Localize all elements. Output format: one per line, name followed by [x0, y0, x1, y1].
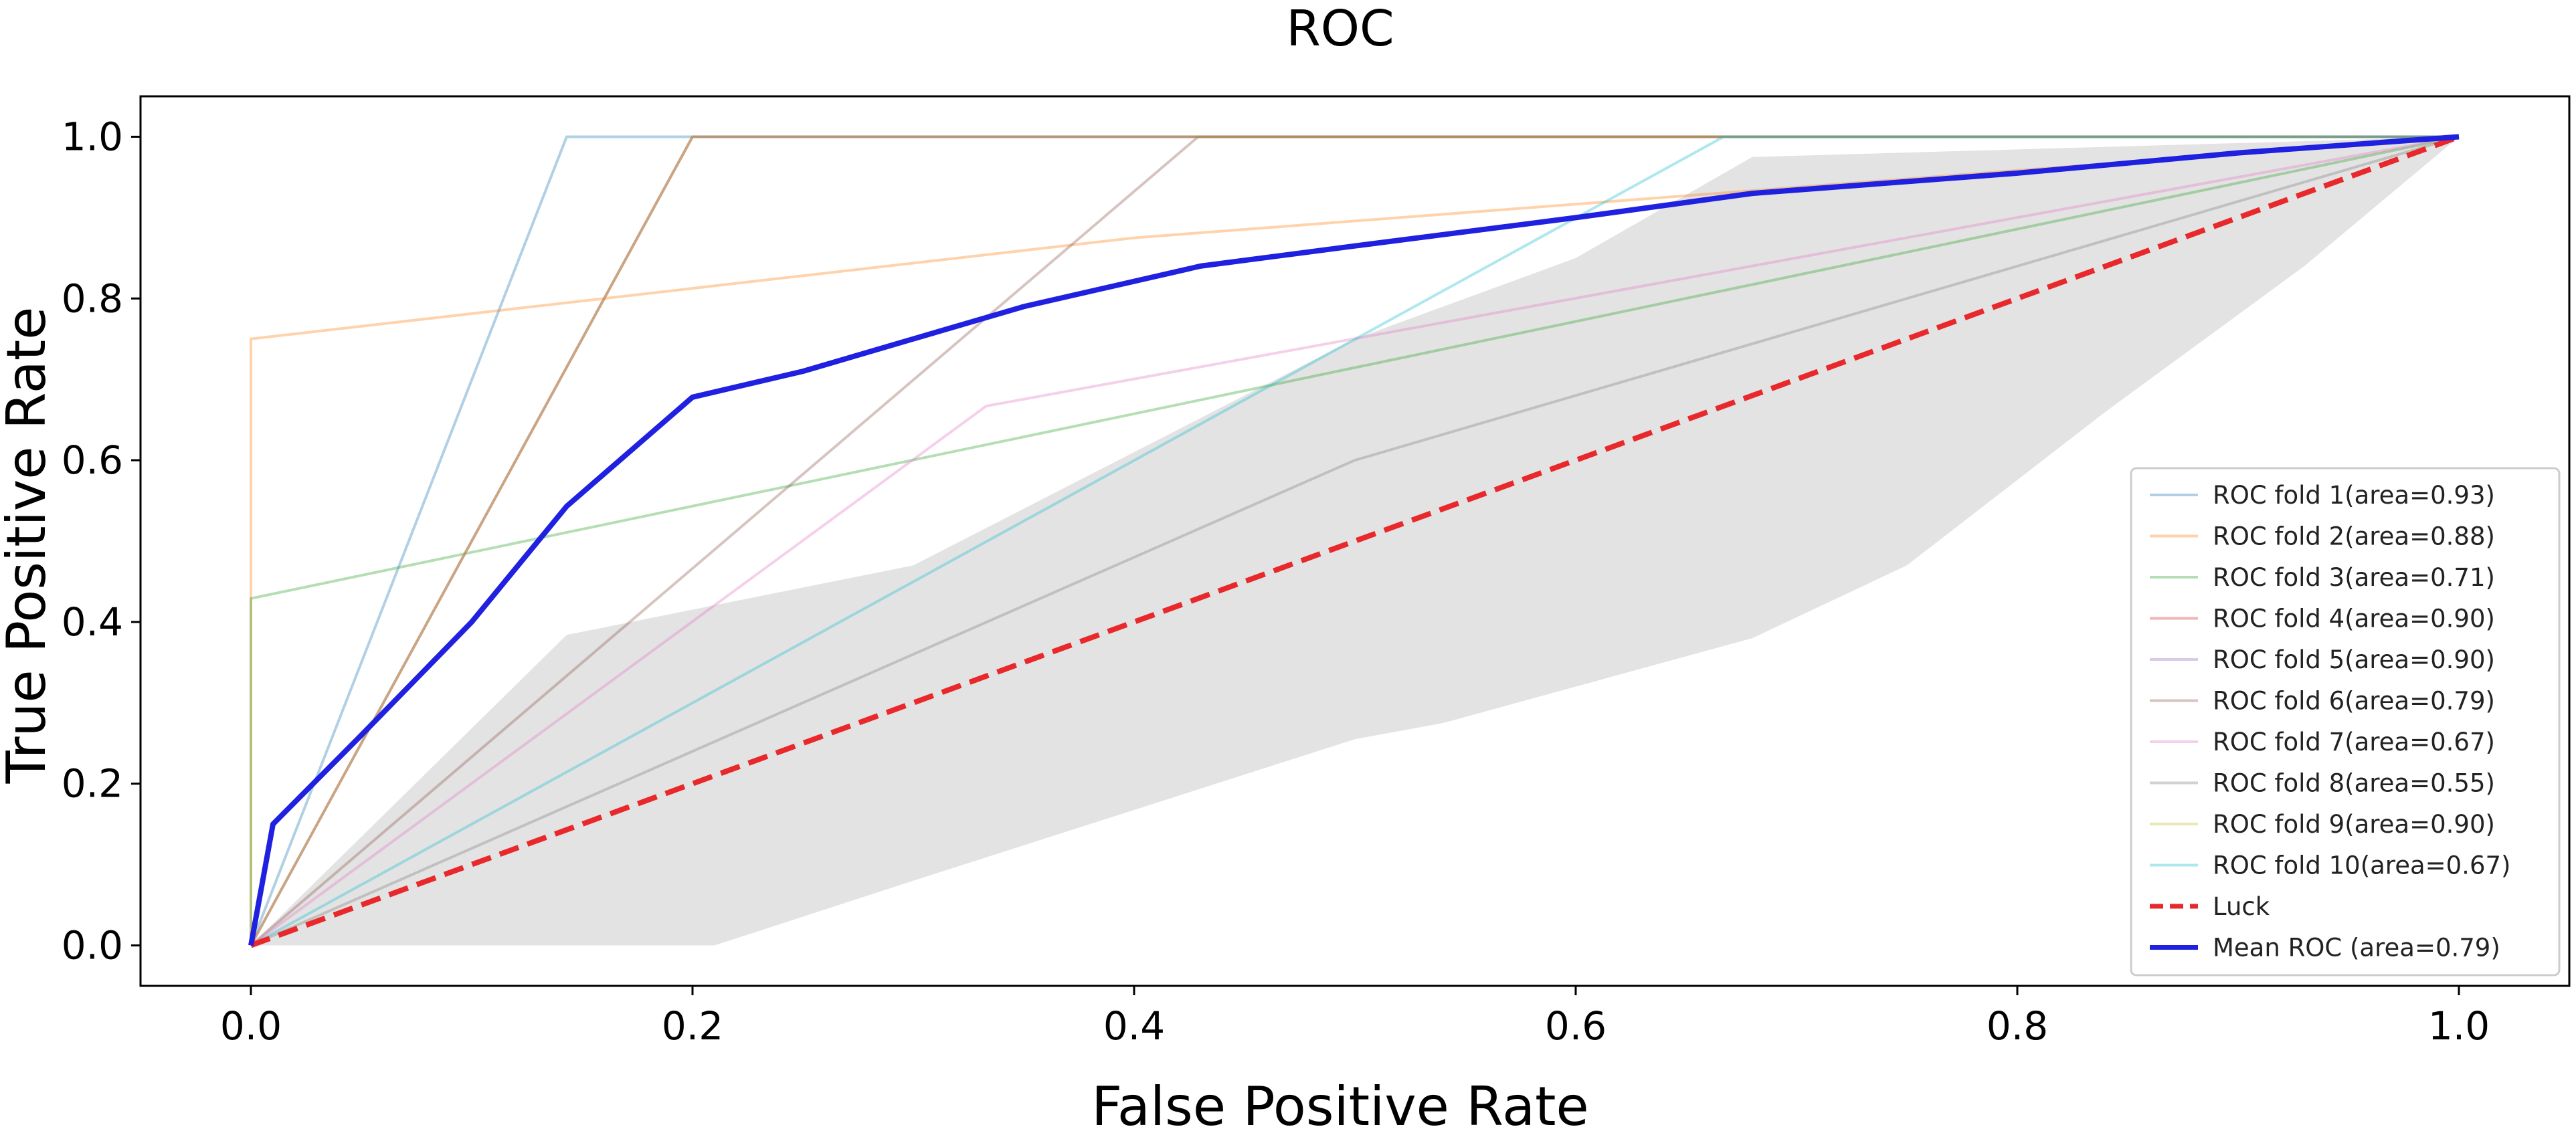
roc-fold-legend-label: ROC fold 1(area=0.93): [2213, 481, 2495, 510]
y-axis-label: True Positive Rate: [0, 307, 58, 785]
std-band-layer: [251, 136, 2459, 946]
y-tick-label: 0.2: [62, 761, 123, 807]
roc-fold-legend-label: ROC fold 7(area=0.67): [2213, 728, 2495, 756]
roc-fold-4-line: [250, 135, 2459, 946]
roc-fold-legend-label: ROC fold 5(area=0.90): [2213, 645, 2495, 674]
x-tick-label: 0.6: [1545, 1003, 1606, 1049]
roc-fold-legend-label: ROC fold 8(area=0.55): [2213, 769, 2495, 798]
legend-box: [2130, 467, 2561, 976]
x-tick-label: 0.0: [220, 1003, 282, 1049]
roc-fold-9-line: [250, 135, 2459, 946]
y-tick-label: 0.6: [62, 437, 123, 483]
roc-fold-2-line: [250, 135, 2460, 946]
axes-frame-layer: [139, 95, 2571, 987]
roc-fold-legend-label: ROC fold 3(area=0.71): [2213, 563, 2495, 592]
luck-line: [250, 134, 2460, 948]
luck-legend-label: Luck: [2213, 892, 2270, 921]
y-tick-label: 1.0: [62, 114, 123, 159]
y-tick-label: 0.4: [62, 599, 123, 645]
x-tick-label: 1.0: [2428, 1003, 2490, 1049]
roc-fold-3-line: [250, 135, 2460, 946]
mean-roc-line: [248, 134, 2460, 946]
roc-fold-1-line: [250, 135, 2459, 946]
roc-fold-legend-label: ROC fold 2(area=0.88): [2213, 522, 2495, 551]
roc-fold-7-line: [250, 135, 2460, 947]
y-tick-label: 0.0: [62, 923, 123, 968]
legend: ROC fold 1(area=0.93) ROC fold 2(area=0.8…: [2130, 467, 2561, 976]
roc-fold-legend-label: ROC fold 4(area=0.90): [2213, 605, 2495, 633]
roc-fold-legend-label: ROC fold 10(area=0.67): [2213, 851, 2510, 880]
roc-fold-legend-label: ROC fold 9(area=0.90): [2213, 810, 2495, 839]
x-tick-label: 0.8: [1987, 1003, 2048, 1049]
tick-layer: 0.0 0.2 0.4 0.6 0.8 1.0 0.0 0.2 0.4 0.6 0.8 1.0: [62, 114, 2490, 1049]
x-tick-label: 0.2: [662, 1003, 723, 1049]
roc-fold-legend-label: ROC fold 6(area=0.79): [2213, 687, 2495, 716]
y-tick-label: 0.8: [62, 276, 123, 321]
std-band: [251, 136, 2459, 946]
x-tick-label: 0.4: [1103, 1003, 1165, 1049]
roc-fold-8-line: [250, 135, 2460, 947]
roc-fold-10-line: [250, 135, 2459, 947]
x-axis-label: False Positive Rate: [1091, 1075, 1589, 1131]
roc-fold-5-line: [250, 135, 2459, 946]
plot-frame: [139, 95, 2571, 987]
roc-fold-6-line: [250, 135, 2459, 947]
series-layer: [248, 134, 2460, 948]
mean-roc-legend-label: Mean ROC (area=0.79): [2213, 934, 2500, 962]
chart-title: ROC: [1286, 0, 1394, 58]
